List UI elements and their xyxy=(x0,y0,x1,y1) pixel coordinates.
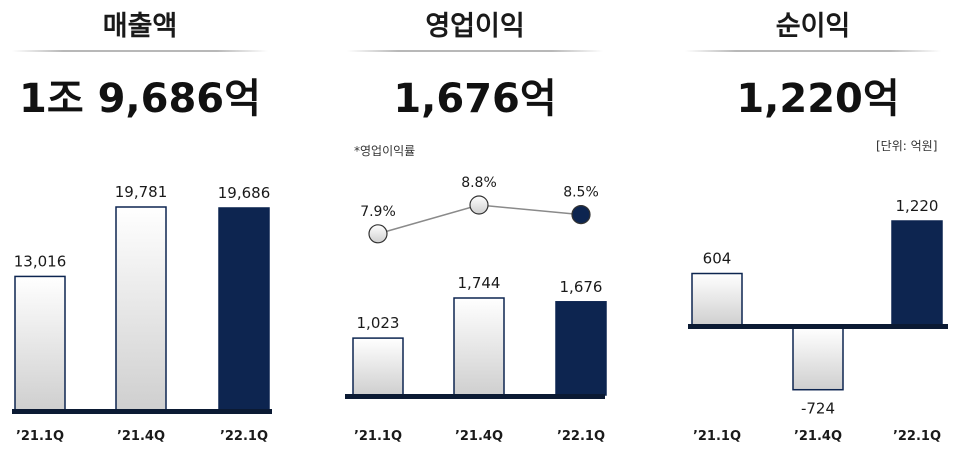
x-tick-label: ’21.4Q xyxy=(455,429,503,444)
margin-point xyxy=(368,224,388,244)
x-tick-label: ’21.1Q xyxy=(354,429,402,444)
panel-divider-revenue xyxy=(12,50,268,52)
margin-point xyxy=(571,205,591,225)
bar-1 xyxy=(352,337,404,396)
margin-value-label: 8.8% xyxy=(461,175,497,191)
bar-value-label: 13,016 xyxy=(14,252,67,270)
bar-1 xyxy=(14,275,66,411)
revenue-chart: 13,016 ’21.1Q 19,781 ’21.4Q 19,686 ’22.1Q xyxy=(12,183,272,444)
net-income-chart: 604 ’21.1Q -724 ’21.4Q 1,220 ’22.1Q xyxy=(688,197,948,444)
baseline-axis xyxy=(345,394,605,399)
margin-value-label: 7.9% xyxy=(360,204,396,220)
margin-value-label: 8.5% xyxy=(563,185,599,201)
operating-margin-note: *영업이익률 xyxy=(354,144,416,158)
bar-3 xyxy=(891,220,943,326)
bar-2 xyxy=(453,297,505,396)
bar-value-label: 1,676 xyxy=(560,278,603,296)
panel-total-revenue: 1조 9,686억 xyxy=(19,76,261,122)
bar-value-label: 1,220 xyxy=(896,197,939,215)
bar-value-label: 1,023 xyxy=(357,314,400,332)
unit-label: [단위: 억원] xyxy=(876,139,938,153)
bar-value-label: 19,781 xyxy=(115,183,168,201)
bar-1 xyxy=(691,272,743,326)
x-tick-label: ’22.1Q xyxy=(220,429,268,444)
x-tick-label: ’21.1Q xyxy=(693,429,741,444)
panel-title-revenue: 매출액 xyxy=(102,11,178,42)
bar-value-label: 604 xyxy=(703,250,732,268)
bar-value-label: 19,686 xyxy=(218,184,271,202)
x-tick-label: ’22.1Q xyxy=(557,429,605,444)
x-tick-label: ’21.4Q xyxy=(794,429,842,444)
panel-divider-net-income xyxy=(685,50,941,52)
bar-value-label: -724 xyxy=(801,400,835,418)
bar-value-label: 1,744 xyxy=(458,274,501,292)
baseline-axis xyxy=(688,324,948,329)
bar-3 xyxy=(555,301,607,396)
operating-profit-chart: 1,023 ’21.1Q 1,744 ’21.4Q 1,676 ’22.1Q 7.9% 8.8… xyxy=(345,175,607,444)
x-tick-label: ’21.4Q xyxy=(117,429,165,444)
margin-point xyxy=(469,195,489,215)
bar-3 xyxy=(218,207,270,411)
panel-title-net-income: 순이익 xyxy=(775,11,851,42)
baseline-axis xyxy=(12,409,272,414)
panel-title-operating-profit: 영업이익 xyxy=(425,11,525,42)
panel-divider-operating-profit xyxy=(347,50,603,52)
x-tick-label: ’22.1Q xyxy=(893,429,941,444)
bar-2 xyxy=(115,206,167,411)
panel-total-operating-profit: 1,676억 xyxy=(393,76,557,122)
panel-total-net-income: 1,220억 xyxy=(736,76,900,122)
bar-2 xyxy=(792,327,844,391)
x-tick-label: ’21.1Q xyxy=(16,429,64,444)
